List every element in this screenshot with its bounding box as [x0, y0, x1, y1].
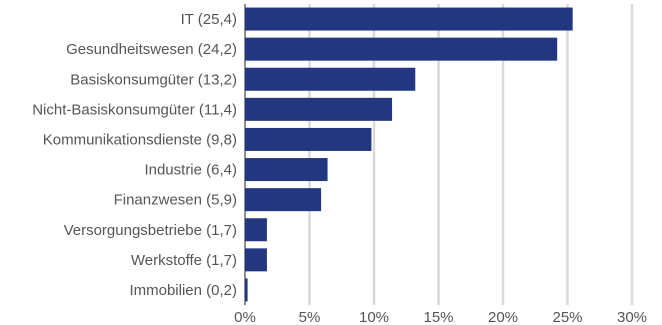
- category-label: Nicht-Basiskonsumgüter (11,4): [32, 101, 237, 118]
- bar: [245, 97, 393, 121]
- x-tick-label: 5%: [299, 309, 321, 325]
- x-tick-label: 25%: [552, 309, 582, 325]
- bar: [245, 158, 328, 182]
- x-tick-label: 15%: [423, 309, 453, 325]
- category-label: IT (25,4): [181, 11, 237, 28]
- bar: [245, 218, 267, 242]
- bar: [245, 278, 248, 302]
- category-labels: IT (25,4) Gesundheitswesen (24,2) Basiskon…: [32, 11, 237, 299]
- x-tick-label: 30%: [617, 309, 647, 325]
- bar: [245, 127, 372, 151]
- bar: [245, 188, 322, 212]
- category-label: Basiskonsumgüter (13,2): [70, 71, 237, 88]
- category-label: Kommunikationsdienste (9,8): [43, 131, 237, 148]
- category-label: Gesundheitswesen (24,2): [66, 41, 237, 58]
- x-tick-labels: 0% 5% 10% 15% 20% 25% 30%: [234, 309, 647, 325]
- bars: [245, 7, 573, 302]
- category-label: Versorgungsbetriebe (1,7): [64, 222, 237, 239]
- bar: [245, 67, 416, 91]
- category-label: Industrie (6,4): [144, 162, 237, 179]
- category-label: Werkstoffe (1,7): [131, 252, 237, 269]
- bar: [245, 7, 573, 31]
- x-tick-label: 20%: [488, 309, 518, 325]
- bar: [245, 37, 558, 61]
- category-label: Immobilien (0,2): [129, 282, 237, 299]
- x-tick-label: 10%: [359, 309, 389, 325]
- bar: [245, 248, 267, 272]
- x-tick-label: 0%: [234, 309, 256, 325]
- category-label: Finanzwesen (5,9): [114, 192, 237, 209]
